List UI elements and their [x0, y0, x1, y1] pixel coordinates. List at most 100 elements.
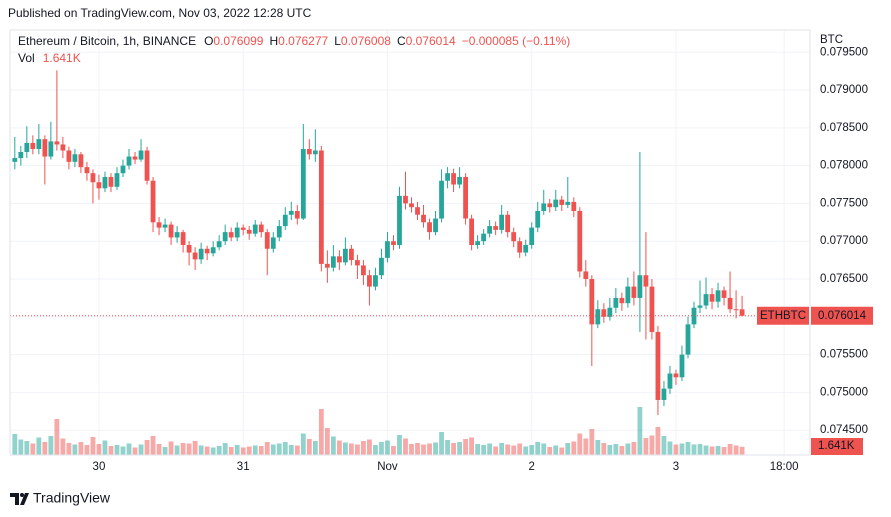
x-tick-label: 3: [673, 461, 679, 473]
volume-bar: [583, 438, 589, 455]
candle-body: [409, 203, 414, 208]
candle-body: [102, 176, 108, 189]
volume-bar: [120, 446, 126, 455]
candle-body: [685, 324, 691, 355]
candle-body: [697, 305, 703, 308]
volume-bar: [192, 441, 198, 455]
volume-bar: [318, 409, 324, 455]
candle-body: [126, 156, 132, 166]
volume-bar: [294, 445, 300, 455]
volume-bar: [252, 445, 258, 455]
legend-open: 0.076099: [213, 34, 263, 48]
candle-body: [649, 286, 655, 332]
volume-bar: [595, 440, 601, 455]
candle-body: [631, 286, 637, 298]
volume-bar: [637, 407, 643, 455]
candle-body: [385, 241, 390, 258]
candle-body: [150, 180, 156, 223]
volume-bar: [126, 443, 132, 455]
candle-body: [288, 210, 294, 215]
candle-body: [294, 210, 300, 219]
candle-body: [222, 232, 228, 242]
legend-volume: Vol 1.641K: [18, 51, 81, 65]
candle-body: [715, 290, 721, 302]
legend-open-label: O: [204, 34, 213, 48]
volume-bar: [619, 446, 625, 455]
volume-bar: [427, 443, 432, 455]
candle-body: [727, 297, 733, 310]
candle-body: [336, 256, 342, 263]
x-tick-label: 2: [529, 461, 535, 473]
volume-bar: [667, 441, 673, 455]
candle-body: [54, 141, 60, 145]
volume-bar: [373, 445, 378, 455]
volume-bar: [24, 441, 30, 455]
volume-bar: [499, 443, 505, 455]
volume-bar: [415, 443, 420, 455]
volume-bar: [12, 434, 18, 455]
candle-body: [691, 307, 697, 325]
candle-body: [433, 218, 438, 233]
volume-bar: [445, 440, 450, 455]
candle-body: [210, 247, 216, 254]
y-tick-label: 0.076500: [820, 273, 868, 285]
logo-dot: [20, 493, 24, 497]
volume-bar: [433, 442, 438, 455]
volume-bar: [204, 446, 210, 455]
candle-body: [595, 309, 601, 325]
candle-body: [625, 286, 631, 304]
footer-logo: [10, 493, 29, 505]
volume-bar: [186, 443, 192, 455]
volume-bar: [601, 443, 607, 455]
volume-bar: [547, 447, 553, 455]
volume-bar: [409, 444, 414, 455]
volume-bar: [451, 443, 456, 455]
volume-bar: [523, 446, 529, 455]
legend-high: 0.076277: [278, 34, 328, 48]
candle-body: [679, 354, 685, 378]
candle-body: [451, 173, 456, 185]
candle-body: [264, 232, 270, 249]
volume-bar: [487, 443, 493, 455]
candle-body: [180, 232, 186, 245]
x-tick-label: 18:00: [770, 461, 799, 473]
volume-bar: [180, 443, 186, 455]
volume-bar: [643, 438, 649, 455]
candle-body: [324, 263, 330, 268]
plot-border: [9, 29, 811, 456]
legend-change: −0.000085 (−0.11%): [462, 34, 571, 48]
volume-bar: [565, 443, 571, 455]
candle-body: [108, 176, 114, 187]
candle-body: [84, 167, 90, 174]
y-tick-label: 0.078500: [820, 122, 868, 134]
candle-body: [457, 176, 462, 185]
last-price-label: 0.076014: [818, 310, 867, 322]
volume-bar: [144, 440, 150, 455]
candle-body: [138, 150, 144, 160]
volume-bar: [222, 443, 228, 455]
x-tick-label: 30: [93, 461, 106, 473]
candle-body: [361, 265, 366, 276]
volume-bar: [66, 443, 72, 455]
candle-body: [499, 214, 505, 230]
volume-bar: [481, 445, 487, 455]
volume-bar: [42, 442, 48, 455]
logo-mark: [10, 493, 29, 505]
candle-body: [613, 297, 619, 308]
currency-bg: [812, 32, 842, 48]
candle-body: [342, 248, 348, 263]
candle-body: [228, 232, 234, 238]
candle-body: [553, 199, 559, 208]
candle-body: [661, 388, 667, 400]
volume-bar: [72, 444, 78, 455]
volume-bar: [469, 437, 475, 455]
last-volume-label: 1.641K: [818, 440, 855, 452]
candle-body: [42, 139, 48, 157]
candle-body: [529, 227, 535, 245]
candle-body: [318, 150, 324, 264]
candle-body: [505, 214, 511, 233]
volume-bar: [210, 447, 216, 455]
volume-bar: [511, 445, 517, 455]
y-tick-label: 0.075500: [820, 349, 868, 361]
